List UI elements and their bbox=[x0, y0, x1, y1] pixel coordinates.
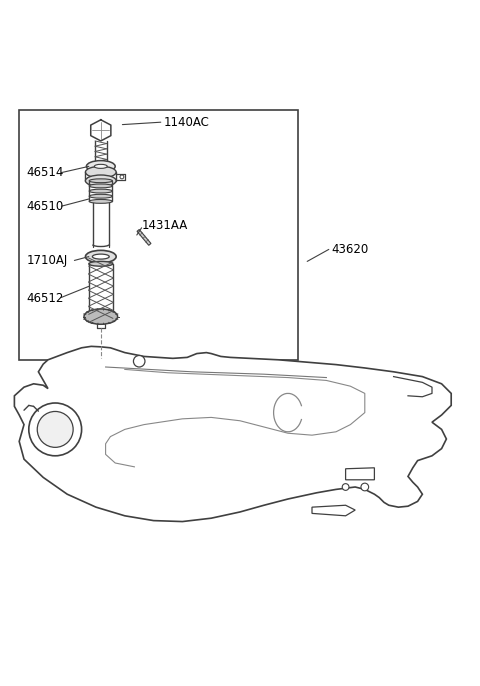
Circle shape bbox=[133, 355, 145, 367]
Polygon shape bbox=[14, 346, 451, 521]
Ellipse shape bbox=[85, 250, 116, 263]
Ellipse shape bbox=[89, 179, 112, 182]
Circle shape bbox=[29, 403, 82, 456]
Circle shape bbox=[361, 483, 369, 491]
Polygon shape bbox=[346, 468, 374, 480]
Ellipse shape bbox=[89, 200, 112, 203]
FancyArrow shape bbox=[137, 230, 151, 246]
Bar bbox=[19, 110, 298, 359]
Text: 46514: 46514 bbox=[26, 166, 64, 179]
Text: 1710AJ: 1710AJ bbox=[26, 254, 68, 267]
Ellipse shape bbox=[86, 161, 115, 172]
Text: 46512: 46512 bbox=[26, 292, 64, 305]
Ellipse shape bbox=[85, 175, 116, 187]
Circle shape bbox=[120, 175, 124, 179]
Text: 43620: 43620 bbox=[331, 243, 369, 256]
Ellipse shape bbox=[89, 189, 112, 193]
Text: 1140AC: 1140AC bbox=[163, 116, 209, 129]
Ellipse shape bbox=[92, 254, 109, 259]
Ellipse shape bbox=[89, 194, 112, 198]
Ellipse shape bbox=[94, 165, 108, 168]
Circle shape bbox=[37, 412, 73, 447]
Ellipse shape bbox=[85, 167, 116, 178]
Ellipse shape bbox=[84, 309, 118, 324]
Text: 46510: 46510 bbox=[26, 200, 64, 213]
Ellipse shape bbox=[89, 184, 112, 188]
Circle shape bbox=[342, 484, 349, 490]
Polygon shape bbox=[312, 506, 355, 516]
Text: 1431AA: 1431AA bbox=[142, 219, 188, 232]
Ellipse shape bbox=[89, 261, 113, 266]
